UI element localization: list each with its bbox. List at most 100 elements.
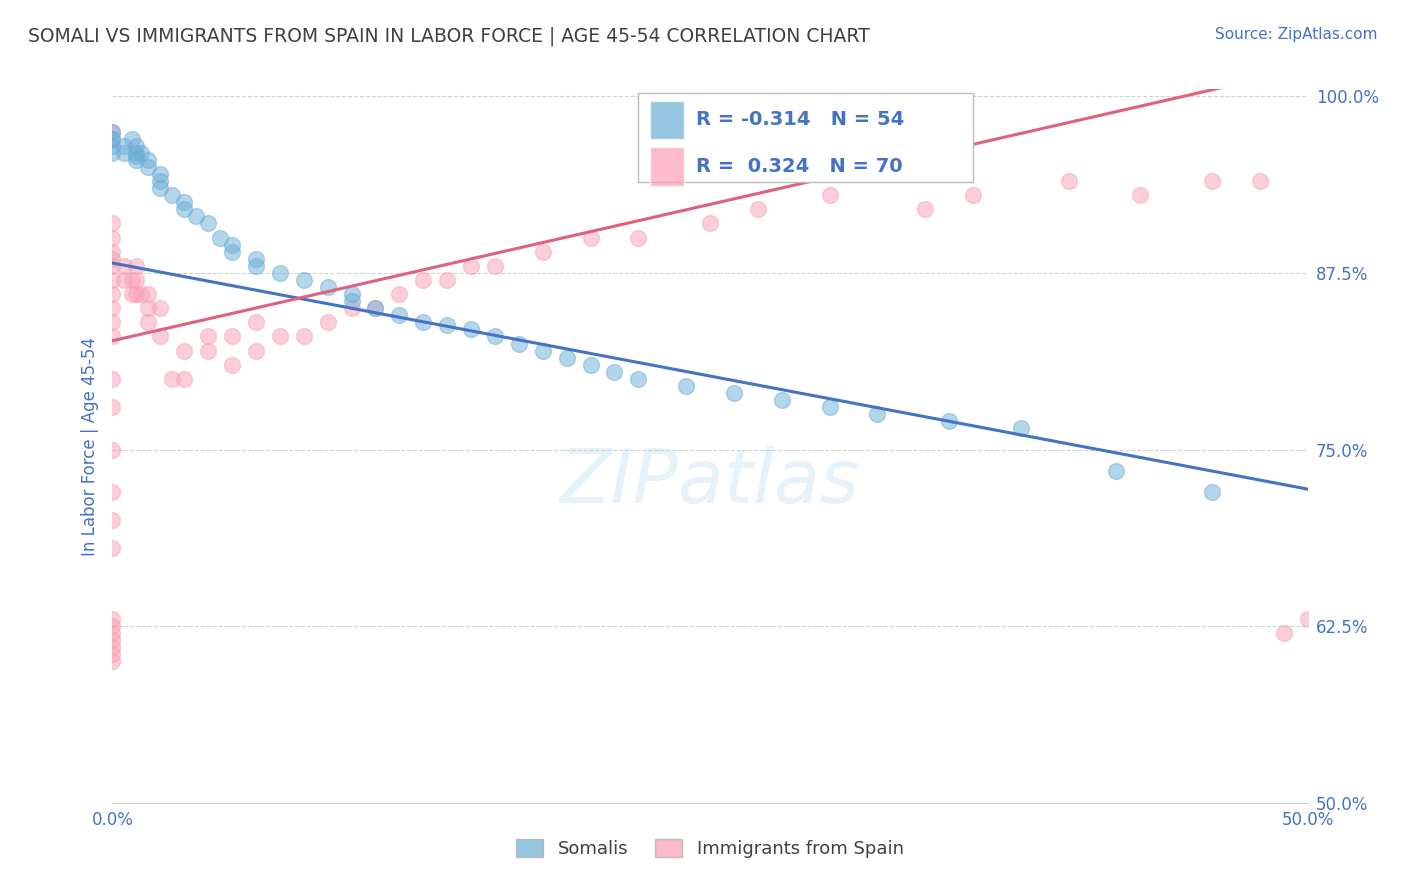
Point: [114, 273, 135, 287]
Point: [121, 131, 143, 145]
Point: [197, 216, 219, 230]
Point: [555, 351, 578, 365]
Point: [138, 301, 160, 316]
Point: [101, 315, 124, 329]
Point: [412, 315, 434, 329]
Point: [316, 280, 339, 294]
Point: [245, 315, 267, 329]
Point: [938, 414, 960, 428]
Point: [101, 131, 124, 145]
Point: [269, 329, 291, 343]
Point: [209, 230, 232, 244]
Text: R = -0.314   N = 54: R = -0.314 N = 54: [696, 111, 904, 129]
Point: [292, 273, 315, 287]
Point: [101, 372, 124, 386]
Point: [221, 244, 243, 259]
Point: [436, 318, 458, 333]
Point: [101, 230, 124, 244]
Point: [316, 315, 339, 329]
Point: [245, 252, 267, 266]
Point: [101, 244, 124, 259]
Point: [129, 287, 152, 301]
Point: [138, 315, 160, 329]
Point: [101, 619, 124, 633]
Point: [121, 287, 143, 301]
Point: [101, 329, 124, 343]
Point: [125, 138, 148, 153]
Point: [101, 259, 124, 273]
Point: [149, 329, 172, 343]
Point: [121, 273, 143, 287]
Point: [723, 386, 745, 401]
Point: [197, 329, 219, 343]
Point: [699, 216, 721, 230]
Point: [1010, 421, 1032, 435]
Point: [340, 287, 363, 301]
Point: [1201, 174, 1223, 188]
Point: [603, 365, 626, 379]
Point: [149, 174, 172, 188]
FancyBboxPatch shape: [651, 101, 683, 139]
Point: [1201, 484, 1223, 499]
Point: [101, 287, 124, 301]
Point: [173, 372, 195, 386]
Point: [149, 301, 172, 316]
Point: [138, 153, 160, 167]
FancyBboxPatch shape: [638, 93, 973, 182]
Point: [101, 442, 124, 457]
Point: [269, 266, 291, 280]
Text: SOMALI VS IMMIGRANTS FROM SPAIN IN LABOR FORCE | AGE 45-54 CORRELATION CHART: SOMALI VS IMMIGRANTS FROM SPAIN IN LABOR…: [28, 27, 870, 46]
Point: [186, 210, 208, 224]
Point: [1057, 174, 1080, 188]
Point: [114, 259, 135, 273]
Point: [627, 372, 650, 386]
Point: [1249, 174, 1271, 188]
Point: [125, 153, 148, 167]
Point: [364, 301, 387, 316]
Point: [101, 400, 124, 414]
Y-axis label: In Labor Force | Age 45-54: In Labor Force | Age 45-54: [80, 336, 98, 556]
Text: ZIPatlas: ZIPatlas: [560, 446, 860, 517]
Point: [292, 329, 315, 343]
Point: [101, 648, 124, 662]
Point: [101, 131, 124, 145]
Point: [460, 259, 482, 273]
Point: [818, 188, 841, 202]
Point: [125, 148, 148, 162]
Point: [162, 372, 183, 386]
Point: [101, 541, 124, 556]
Point: [770, 393, 793, 408]
Point: [747, 202, 769, 217]
Point: [675, 379, 697, 393]
Point: [101, 125, 124, 139]
Point: [138, 160, 160, 174]
Point: [245, 259, 267, 273]
Point: [101, 633, 124, 648]
Point: [129, 145, 152, 160]
Point: [388, 308, 411, 322]
Point: [221, 358, 243, 372]
Point: [1272, 626, 1295, 640]
Point: [412, 273, 434, 287]
Point: [114, 145, 135, 160]
Point: [125, 259, 148, 273]
Point: [340, 301, 363, 316]
FancyBboxPatch shape: [651, 147, 683, 186]
Point: [1129, 188, 1152, 202]
Point: [101, 138, 124, 153]
Point: [531, 343, 554, 358]
Point: [101, 655, 124, 669]
Point: [627, 230, 650, 244]
Point: [101, 484, 124, 499]
Point: [197, 343, 219, 358]
Point: [436, 273, 458, 287]
Point: [388, 287, 411, 301]
Point: [579, 230, 602, 244]
Point: [962, 188, 984, 202]
Point: [162, 188, 183, 202]
Point: [531, 244, 554, 259]
Point: [173, 343, 195, 358]
Point: [460, 322, 482, 336]
Point: [221, 329, 243, 343]
Point: [221, 237, 243, 252]
